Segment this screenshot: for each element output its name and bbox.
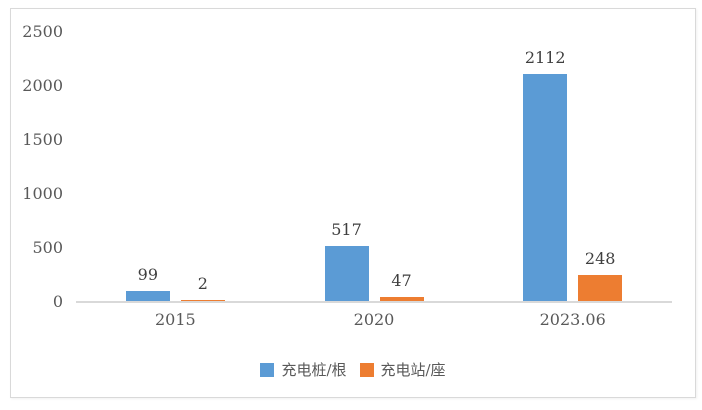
bar-series-1	[125, 291, 170, 302]
bar-value-label: 2	[197, 273, 208, 293]
bar-group: 2112 248	[473, 32, 672, 302]
y-axis: 0 500 1000 1500 2000 2500	[11, 22, 63, 311]
plot-area: 99 2 517 47 2112 248	[76, 32, 672, 303]
bar-wrapper: 2112	[523, 48, 568, 302]
x-axis-line	[76, 301, 672, 303]
legend-label: 充电站/座	[380, 361, 446, 379]
y-tick-label: 1500	[22, 130, 63, 149]
chart-panel: 0 500 1000 1500 2000 2500 99 2 517 47 2112 248 201…	[10, 8, 696, 398]
bar-wrapper: 2	[180, 274, 225, 302]
x-category-label: 2020	[353, 310, 395, 329]
bar-series-1	[324, 246, 369, 302]
x-category-label: 2023.06	[539, 310, 606, 329]
bar-wrapper: 47	[379, 271, 424, 302]
bar-wrapper: 248	[578, 249, 623, 302]
bar-group: 99 2	[76, 32, 275, 302]
x-axis-labels: 2015 2020 2023.06	[76, 310, 672, 329]
legend-swatch-series-2	[359, 362, 374, 377]
x-category-label: 2015	[154, 310, 196, 329]
bar-series-2	[379, 296, 424, 302]
bar-series-2	[180, 299, 225, 302]
bar-wrapper: 99	[125, 265, 170, 302]
bar-series-2	[578, 275, 623, 302]
bar-value-label: 517	[331, 220, 362, 240]
bar-group: 517 47	[275, 32, 474, 302]
bar-value-label: 248	[584, 249, 616, 269]
y-tick-label: 2000	[22, 76, 63, 95]
legend-label: 充电桩/根	[281, 361, 347, 379]
legend-item: 充电桩/根	[260, 359, 347, 380]
legend: 充电桩/根 充电站/座	[11, 359, 695, 380]
bar-series-1	[523, 73, 568, 302]
bar-value-label: 47	[391, 270, 412, 290]
bar-value-label: 2112	[524, 47, 566, 67]
bar-wrapper: 517	[324, 220, 369, 302]
bar-value-label: 99	[137, 265, 158, 285]
y-tick-label: 500	[32, 238, 63, 257]
legend-item: 充电站/座	[359, 359, 446, 380]
y-tick-label: 2500	[22, 22, 63, 41]
y-tick-label: 0	[52, 292, 63, 311]
y-tick-label: 1000	[22, 184, 63, 203]
legend-swatch-series-1	[260, 362, 275, 377]
bar-groups: 99 2 517 47 2112 248	[76, 32, 672, 302]
